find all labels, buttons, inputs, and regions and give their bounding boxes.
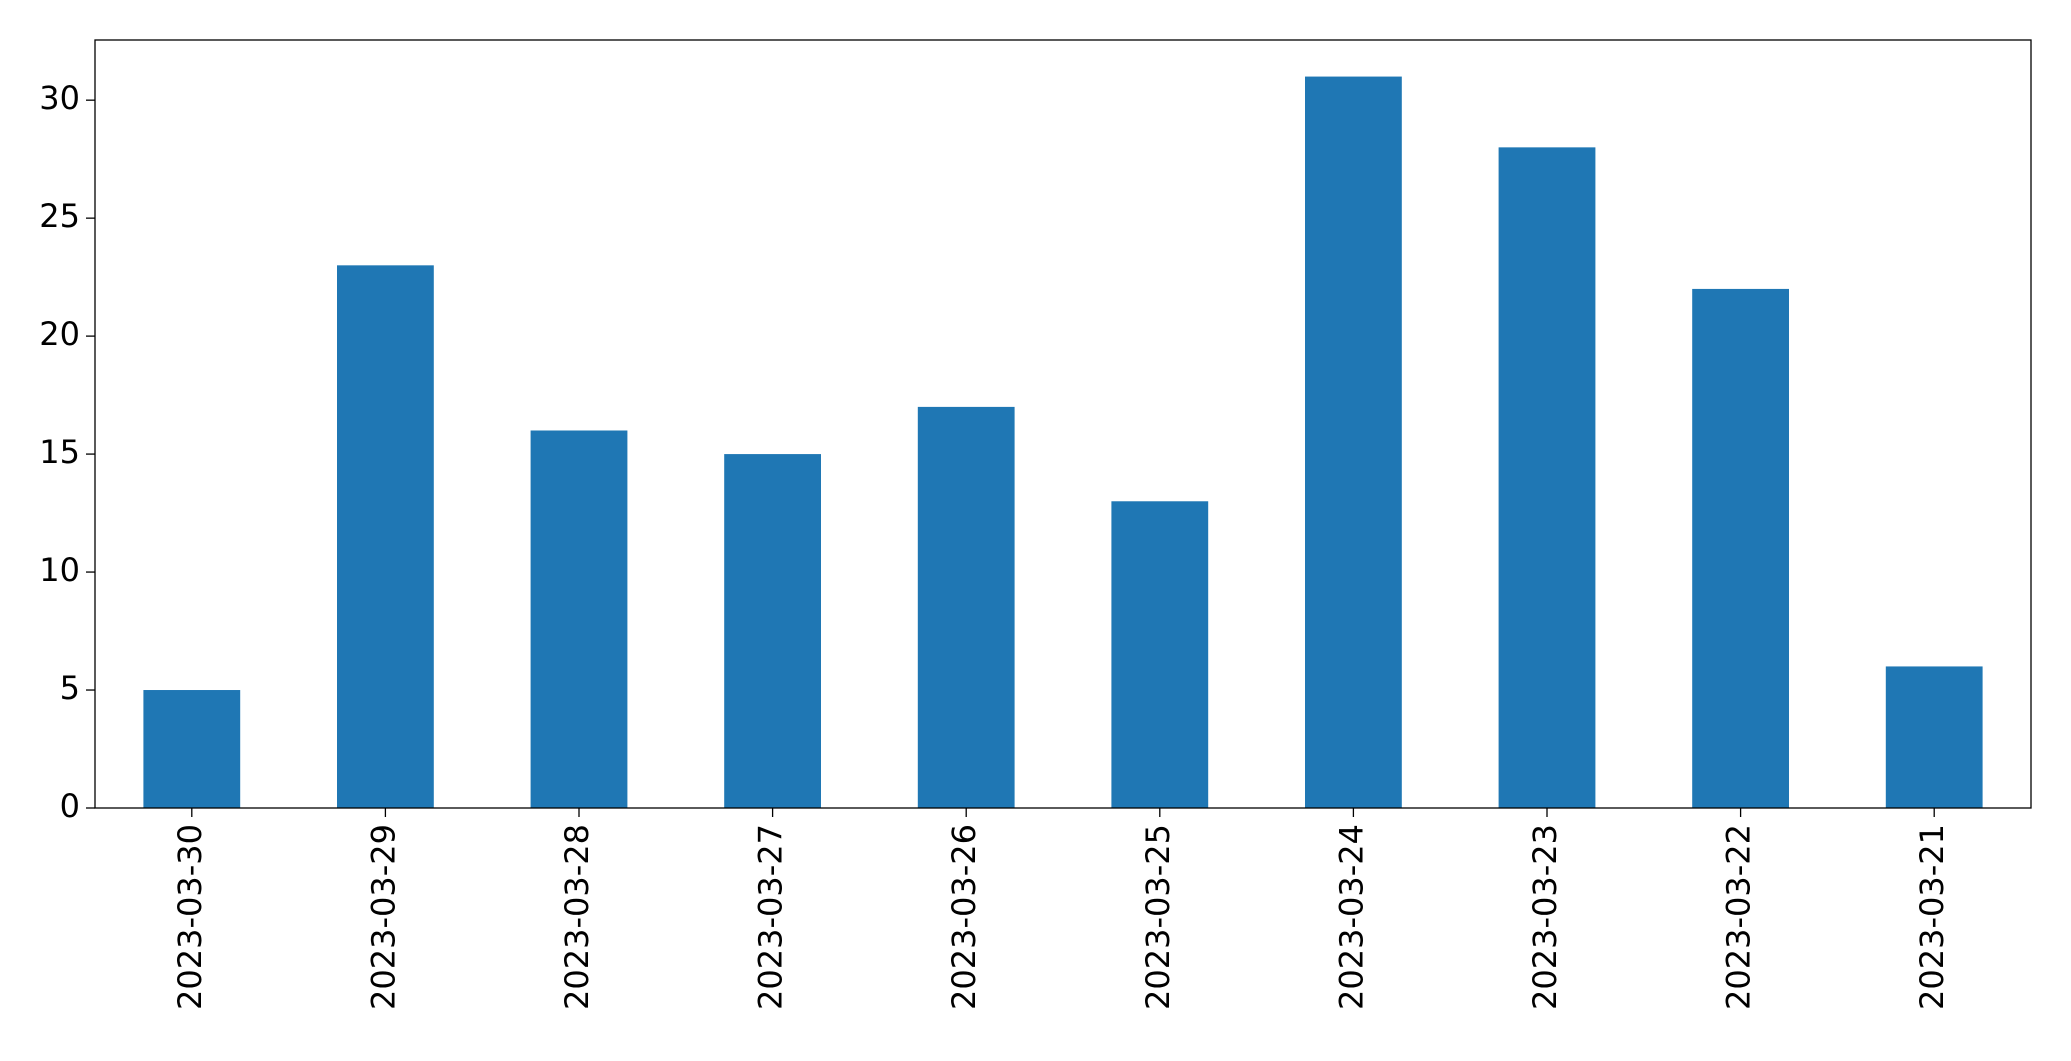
bar	[1498, 147, 1596, 808]
bar	[1305, 76, 1402, 809]
x-tick-label: 2023-03-28	[558, 824, 596, 1010]
x-tick-label: 2023-03-26	[945, 824, 983, 1010]
x-tick-label: 2023-03-29	[364, 824, 402, 1010]
x-tick-label: 2023-03-30	[171, 824, 209, 1010]
bar	[1885, 666, 1983, 808]
x-tick-label: 2023-03-24	[1332, 824, 1370, 1010]
bar	[337, 265, 434, 809]
bar	[1692, 288, 1789, 809]
bar	[724, 454, 821, 808]
x-tick-label: 2023-03-22	[1720, 824, 1758, 1010]
x-tick-label: 2023-03-23	[1526, 824, 1564, 1010]
bar	[143, 690, 241, 808]
y-tick-label: 5	[60, 669, 80, 707]
plot-frame	[94, 39, 2032, 809]
bar	[1111, 501, 1209, 808]
x-tick-label: 2023-03-27	[752, 824, 790, 1010]
y-tick-label: 20	[39, 315, 80, 353]
y-tick-label: 25	[39, 197, 80, 235]
x-tick-label: 2023-03-21	[1913, 824, 1951, 1010]
x-tick-label: 2023-03-25	[1139, 824, 1177, 1010]
y-tick-label: 10	[39, 551, 80, 589]
y-tick-label: 0	[60, 787, 80, 825]
bar	[530, 430, 628, 808]
y-tick-label: 30	[39, 79, 80, 117]
bar	[917, 406, 1015, 808]
y-tick-label: 15	[39, 433, 80, 471]
